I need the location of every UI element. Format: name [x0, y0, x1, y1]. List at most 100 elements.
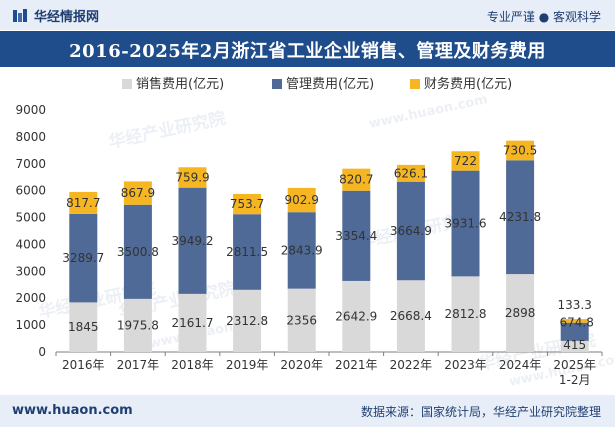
- website-link[interactable]: www.huaon.com: [12, 403, 133, 418]
- x-tick-label: 2021年: [335, 358, 378, 372]
- x-tick-label: 2017年: [117, 358, 160, 372]
- bar-finance: [178, 167, 207, 188]
- x-tick-label: 2024年: [499, 358, 542, 372]
- y-tick-label: 3000: [15, 264, 46, 278]
- value-label-finance: 753.7: [230, 197, 264, 211]
- axes: 0 1000 2000 3000 4000 5000 6000 7000 8000 9000 201…: [15, 103, 603, 387]
- value-label-management: 3354.4: [335, 229, 377, 243]
- bar-finance: [69, 191, 98, 214]
- value-label-management: 2843.9: [281, 243, 323, 257]
- value-label-finance: 133.3: [558, 298, 592, 312]
- bar-sales: [123, 298, 152, 352]
- watermark-text: www.huaon.com: [368, 92, 489, 132]
- y-tick-label: 2000: [15, 291, 46, 305]
- y-tick-label: 4000: [15, 237, 46, 251]
- value-label-sales: 2161.7: [172, 316, 214, 330]
- value-label-management: 3289.7: [62, 251, 104, 265]
- legend-swatch: [272, 79, 282, 89]
- legend-label: 财务费用(亿元): [424, 76, 512, 92]
- bar-management: [396, 181, 425, 281]
- bar-sales: [396, 280, 425, 352]
- chart-title: 2016-2025年2月浙江省工业企业销售、管理及财务费用: [69, 41, 546, 62]
- value-label-management: 3500.8: [117, 245, 159, 259]
- brand-logo-icon: [13, 8, 27, 22]
- bar-management: [233, 214, 262, 290]
- brand-name: 华经情报网: [34, 10, 100, 25]
- legend-swatch: [410, 79, 420, 89]
- value-label-finance: 820.7: [339, 173, 373, 187]
- value-label-sales: 2668.4: [390, 309, 432, 323]
- bar-finance: [506, 140, 535, 161]
- y-tick-label: 1000: [15, 318, 46, 332]
- y-tick-label: 0: [38, 345, 46, 359]
- value-label-management: 3931.6: [445, 217, 487, 231]
- bar-finance: [287, 187, 316, 213]
- y-tick-label: 8000: [15, 130, 46, 144]
- x-tick-label: 2020年: [280, 358, 323, 372]
- y-tick-label: 6000: [15, 184, 46, 198]
- value-label-sales: 2812.8: [445, 307, 487, 321]
- value-label-sales: 415: [563, 338, 586, 352]
- bar-finance: [342, 168, 371, 191]
- bar-finance: [451, 151, 480, 171]
- y-tick-label: 7000: [15, 157, 46, 171]
- value-label-finance: 722: [454, 154, 477, 168]
- value-label-sales: 1975.8: [117, 318, 159, 332]
- value-label-finance: 902.9: [285, 193, 319, 207]
- bar-management: [178, 187, 207, 294]
- value-label-finance: 817.7: [66, 196, 100, 210]
- data-source: 数据来源：国家统计局，华经产业研究院整理: [360, 405, 601, 419]
- bar-sales: [233, 289, 262, 352]
- y-tick-label: 9000: [15, 103, 46, 117]
- x-tick-label: 2025年 1-2月: [553, 358, 596, 387]
- value-label-management: 4231.8: [499, 210, 541, 224]
- x-tick-label: 2022年: [390, 358, 433, 372]
- legend-label: 销售费用(亿元): [136, 76, 224, 92]
- bar-management: [287, 212, 316, 289]
- value-label-finance: 759.9: [175, 170, 209, 184]
- value-label-finance: 867.9: [121, 186, 155, 200]
- value-label-management: 674.8: [560, 316, 594, 330]
- bar-sales: [342, 280, 371, 352]
- value-label-management: 2811.5: [226, 245, 268, 259]
- bar-management: [342, 190, 371, 281]
- bar-finance: [396, 164, 425, 182]
- bars: [69, 140, 589, 352]
- x-tick-label: 2018年: [171, 358, 214, 372]
- bar-management: [560, 322, 589, 341]
- legend-swatch: [122, 79, 132, 89]
- value-label-sales: 2642.9: [335, 309, 377, 323]
- bar-management: [69, 213, 98, 303]
- value-label-sales: 2356: [286, 313, 317, 327]
- value-labels: 1845 3289.7 817.7 1975.8 3500.8 867.9 2161.7 39…: [62, 143, 594, 352]
- bar-finance: [560, 319, 589, 323]
- bar-management: [451, 170, 480, 277]
- bar-finance: [233, 193, 262, 215]
- bar-management: [123, 204, 152, 299]
- bar-sales: [506, 274, 535, 352]
- bar-sales: [287, 288, 316, 352]
- value-label-management: 3949.2: [172, 234, 214, 248]
- title-bar: 2016-2025年2月浙江省工业企业销售、管理及财务费用: [0, 31, 615, 67]
- bar-sales: [560, 340, 589, 352]
- top-bar: 华经情报网 专业严谨 ● 客观科学: [0, 0, 615, 30]
- brand: 华经情报网: [12, 6, 99, 25]
- value-label-sales: 2312.8: [226, 314, 268, 328]
- value-label-finance: 730.5: [503, 143, 537, 157]
- legend: 销售费用(亿元) 管理费用(亿元) 财务费用(亿元): [122, 76, 512, 92]
- bar-management: [506, 160, 535, 275]
- value-label-finance: 626.1: [394, 166, 428, 180]
- footer: www.huaon.com 数据来源：国家统计局，华经产业研究院整理: [0, 395, 615, 427]
- watermark-text: 华经产业研究院: [107, 108, 228, 153]
- slogan: 专业严谨 ● 客观科学: [486, 10, 601, 24]
- value-label-sales: 2898: [505, 306, 536, 320]
- y-tick-label: 5000: [15, 211, 46, 225]
- x-tick-label: 2019年: [226, 358, 269, 372]
- value-label-sales: 1845: [68, 320, 99, 334]
- bar-sales: [69, 302, 98, 352]
- x-tick-label: 2023年: [444, 358, 487, 372]
- legend-label: 管理费用(亿元): [286, 77, 374, 92]
- bar-sales: [451, 276, 480, 352]
- bar-finance: [123, 181, 152, 205]
